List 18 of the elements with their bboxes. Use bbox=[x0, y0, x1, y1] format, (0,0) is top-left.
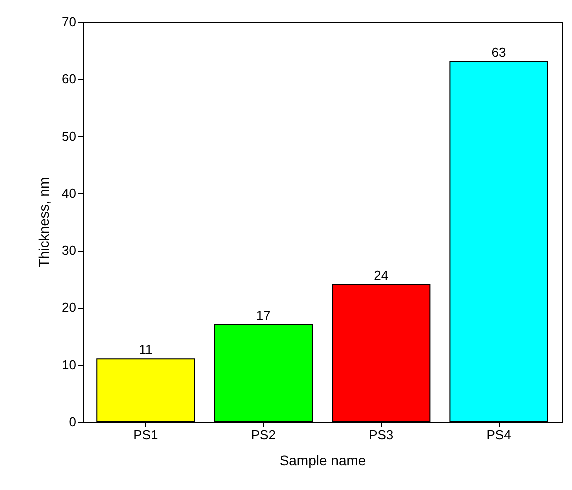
data-label: 24 bbox=[374, 268, 389, 283]
x-tick-label: PS1 bbox=[134, 428, 158, 442]
y-tick-label: 20 bbox=[62, 300, 76, 316]
y-axis-title: Thickness, nm bbox=[36, 177, 52, 268]
x-tick-label: PS3 bbox=[369, 428, 394, 442]
data-label: 11 bbox=[139, 342, 153, 358]
x-tick-label: PS2 bbox=[251, 428, 276, 442]
data-label: 63 bbox=[492, 45, 506, 60]
x-axis-title: Sample name bbox=[280, 452, 366, 468]
y-tick-label: 10 bbox=[62, 357, 76, 372]
data-label: 17 bbox=[256, 308, 271, 323]
y-tick-label: 40 bbox=[62, 186, 76, 201]
y-tick-label: 60 bbox=[62, 72, 76, 87]
y-tick-label: 50 bbox=[62, 128, 76, 144]
y-tick-label: 70 bbox=[62, 14, 76, 30]
x-tick-label: PS4 bbox=[486, 428, 512, 442]
y-tick-label: 0 bbox=[69, 414, 76, 430]
y-tick-label: 30 bbox=[62, 243, 76, 258]
